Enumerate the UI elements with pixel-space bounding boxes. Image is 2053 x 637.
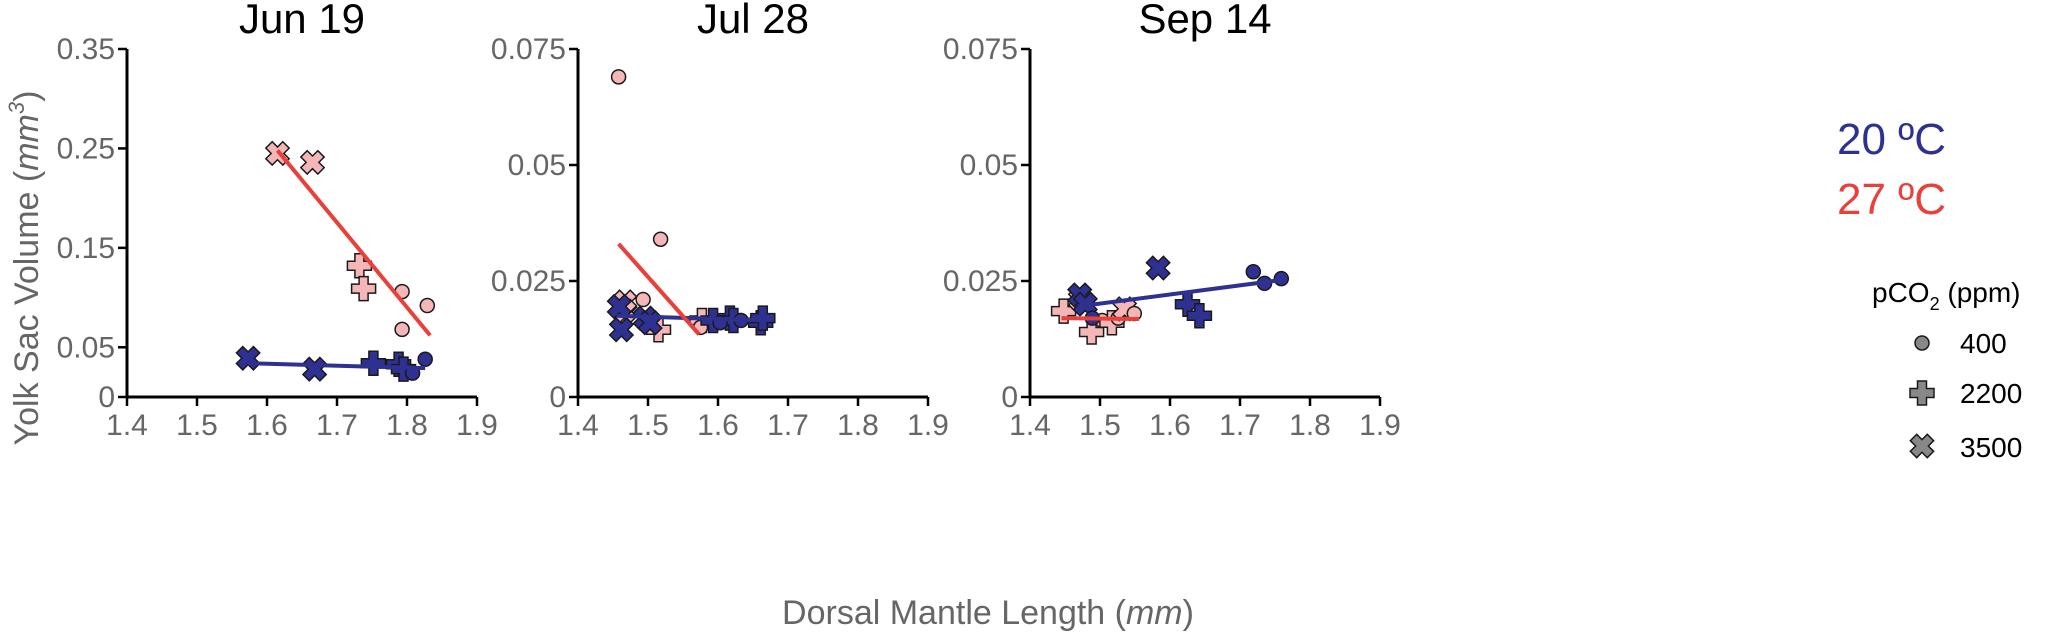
data-point-20c-3500 — [608, 316, 635, 343]
x-axis-label: Dorsal Mantle Length (mm) — [782, 594, 1194, 632]
x-tick-label: 1.6 — [697, 409, 739, 442]
fit-line-27c — [275, 149, 432, 337]
temperature-legend-27c: 27 ºC — [1837, 175, 1946, 224]
y-tick-label: 0.15 — [57, 232, 115, 265]
temperature-legend: 20 ºC 27 ºC — [1837, 115, 1946, 224]
x-tick-label: 1.9 — [907, 409, 949, 442]
y-tick-label: 0.075 — [491, 33, 566, 66]
y-axis-label-unit: mm — [8, 114, 46, 171]
pco2-legend-marker-3500 — [1909, 433, 1935, 459]
y-tick-label: 0.35 — [57, 33, 115, 66]
pco2-legend: pCO2 (ppm) 400 2200 3500 — [1872, 277, 2022, 463]
data-point-20c-3500 — [235, 345, 261, 371]
x-tick-label: 1.4 — [1009, 409, 1051, 442]
y-tick-label: 0.05 — [57, 331, 115, 364]
panel-title: Jun 19 — [239, 0, 365, 42]
x-tick-label: 1.7 — [767, 409, 809, 442]
data-point-27c-2200 — [1078, 319, 1105, 345]
x-tick-label: 1.8 — [1289, 409, 1331, 442]
pco2-legend-title-sub: 2 — [1930, 294, 1940, 314]
x-tick-label: 1.9 — [1359, 409, 1401, 442]
x-tick-label: 1.4 — [557, 409, 599, 442]
y-tick-label: 0.025 — [491, 265, 566, 298]
y-tick-label: 0.25 — [57, 132, 115, 165]
data-point-27c-400 — [610, 69, 627, 85]
pco2-legend-title: pCO2 (ppm) — [1872, 277, 2021, 314]
data-point-20c-2200 — [360, 350, 387, 376]
data-point-20c-3500 — [1145, 255, 1171, 281]
y-tick-label: 0.05 — [960, 149, 1018, 182]
y-tick-label: 0 — [549, 381, 566, 414]
y-axis-label: Yolk Sac Volume (mm3) — [4, 91, 46, 446]
x-tick-label: 1.8 — [837, 409, 879, 442]
panel-2: Jul 28 0 0.025 0.05 0.075 1.4 1.5 1.6 1.7 1.8 1.9 — [491, 0, 949, 442]
panel-3: Sep 14 0 0.025 0.05 0.075 1.4 1.5 1.6 1.7 1.8 1.9 — [943, 0, 1401, 442]
y-tick-label: 0 — [98, 381, 115, 414]
data-point-27c-400 — [419, 297, 436, 314]
x-tick-label: 1.5 — [627, 409, 669, 442]
fit-line-20c — [1077, 278, 1281, 309]
pco2-legend-label-400: 400 — [1960, 328, 2007, 359]
y-axis-label-close: ) — [8, 91, 46, 102]
data-point-20c-3500 — [301, 356, 328, 382]
data-point-27c-400 — [394, 321, 410, 338]
pco2-legend-title-main: pCO — [1872, 277, 1930, 308]
x-axis-label-text: Dorsal Mantle Length ( — [782, 594, 1127, 632]
x-tick-label: 1.7 — [316, 409, 358, 442]
data-point-20c-3500 — [606, 293, 633, 320]
x-tick-label: 1.6 — [246, 409, 288, 442]
data-point-27c-400 — [635, 291, 651, 308]
temperature-legend-20c: 20 ºC — [1837, 115, 1946, 164]
y-tick-label: 0 — [1001, 381, 1018, 414]
x-axis-label-unit: mm — [1126, 594, 1183, 632]
y-axis-label-text: Yolk Sac Volume ( — [8, 170, 46, 445]
y-axis-label-sup: 3 — [4, 101, 29, 114]
x-tick-label: 1.6 — [1149, 409, 1191, 442]
panel-title: Jul 28 — [697, 0, 809, 42]
pco2-legend-label-3500: 3500 — [1960, 432, 2022, 463]
y-tick-label: 0.05 — [508, 149, 566, 182]
fit-line-20c — [616, 313, 764, 323]
fit-line-27c — [617, 242, 701, 336]
data-point-20c-2200 — [1186, 303, 1213, 329]
panel-1: Jun 19 0 0.05 0.15 0.25 0.35 1.4 1.5 1.6 1.7 1.8 1.… — [57, 0, 498, 442]
chart-panels: Jun 19 0 0.05 0.15 0.25 0.35 1.4 1.5 1.6 1.7 1.8 1.… — [57, 0, 1401, 442]
data-point-27c-3500 — [299, 149, 326, 176]
x-tick-label: 1.4 — [106, 409, 148, 442]
data-point-27c-2200 — [1050, 298, 1077, 324]
pco2-legend-title-unit: (ppm) — [1940, 277, 2021, 308]
data-point-27c-2200 — [350, 275, 377, 302]
x-tick-label: 1.5 — [1079, 409, 1121, 442]
pco2-legend-markers — [1909, 335, 1935, 459]
x-tick-label: 1.9 — [456, 409, 498, 442]
pco2-legend-marker-400 — [1914, 335, 1930, 351]
x-tick-label: 1.5 — [176, 409, 218, 442]
y-tick-label: 0.075 — [943, 33, 1018, 66]
fit-line-27c — [1061, 316, 1140, 322]
y-tick-label: 0.025 — [943, 265, 1018, 298]
x-axis-label-close: ) — [1183, 594, 1194, 632]
pco2-legend-marker-2200 — [1909, 380, 1935, 406]
data-point-20c-2200 — [750, 305, 776, 331]
panel-title: Sep 14 — [1138, 0, 1271, 42]
x-tick-label: 1.8 — [386, 409, 428, 442]
x-tick-label: 1.7 — [1219, 409, 1261, 442]
data-point-27c-400 — [652, 231, 669, 247]
fit-line-20c — [248, 361, 426, 371]
pco2-legend-label-2200: 2200 — [1960, 378, 2022, 409]
data-point-20c-400 — [1245, 263, 1262, 280]
data-point-20c-400 — [417, 351, 433, 367]
